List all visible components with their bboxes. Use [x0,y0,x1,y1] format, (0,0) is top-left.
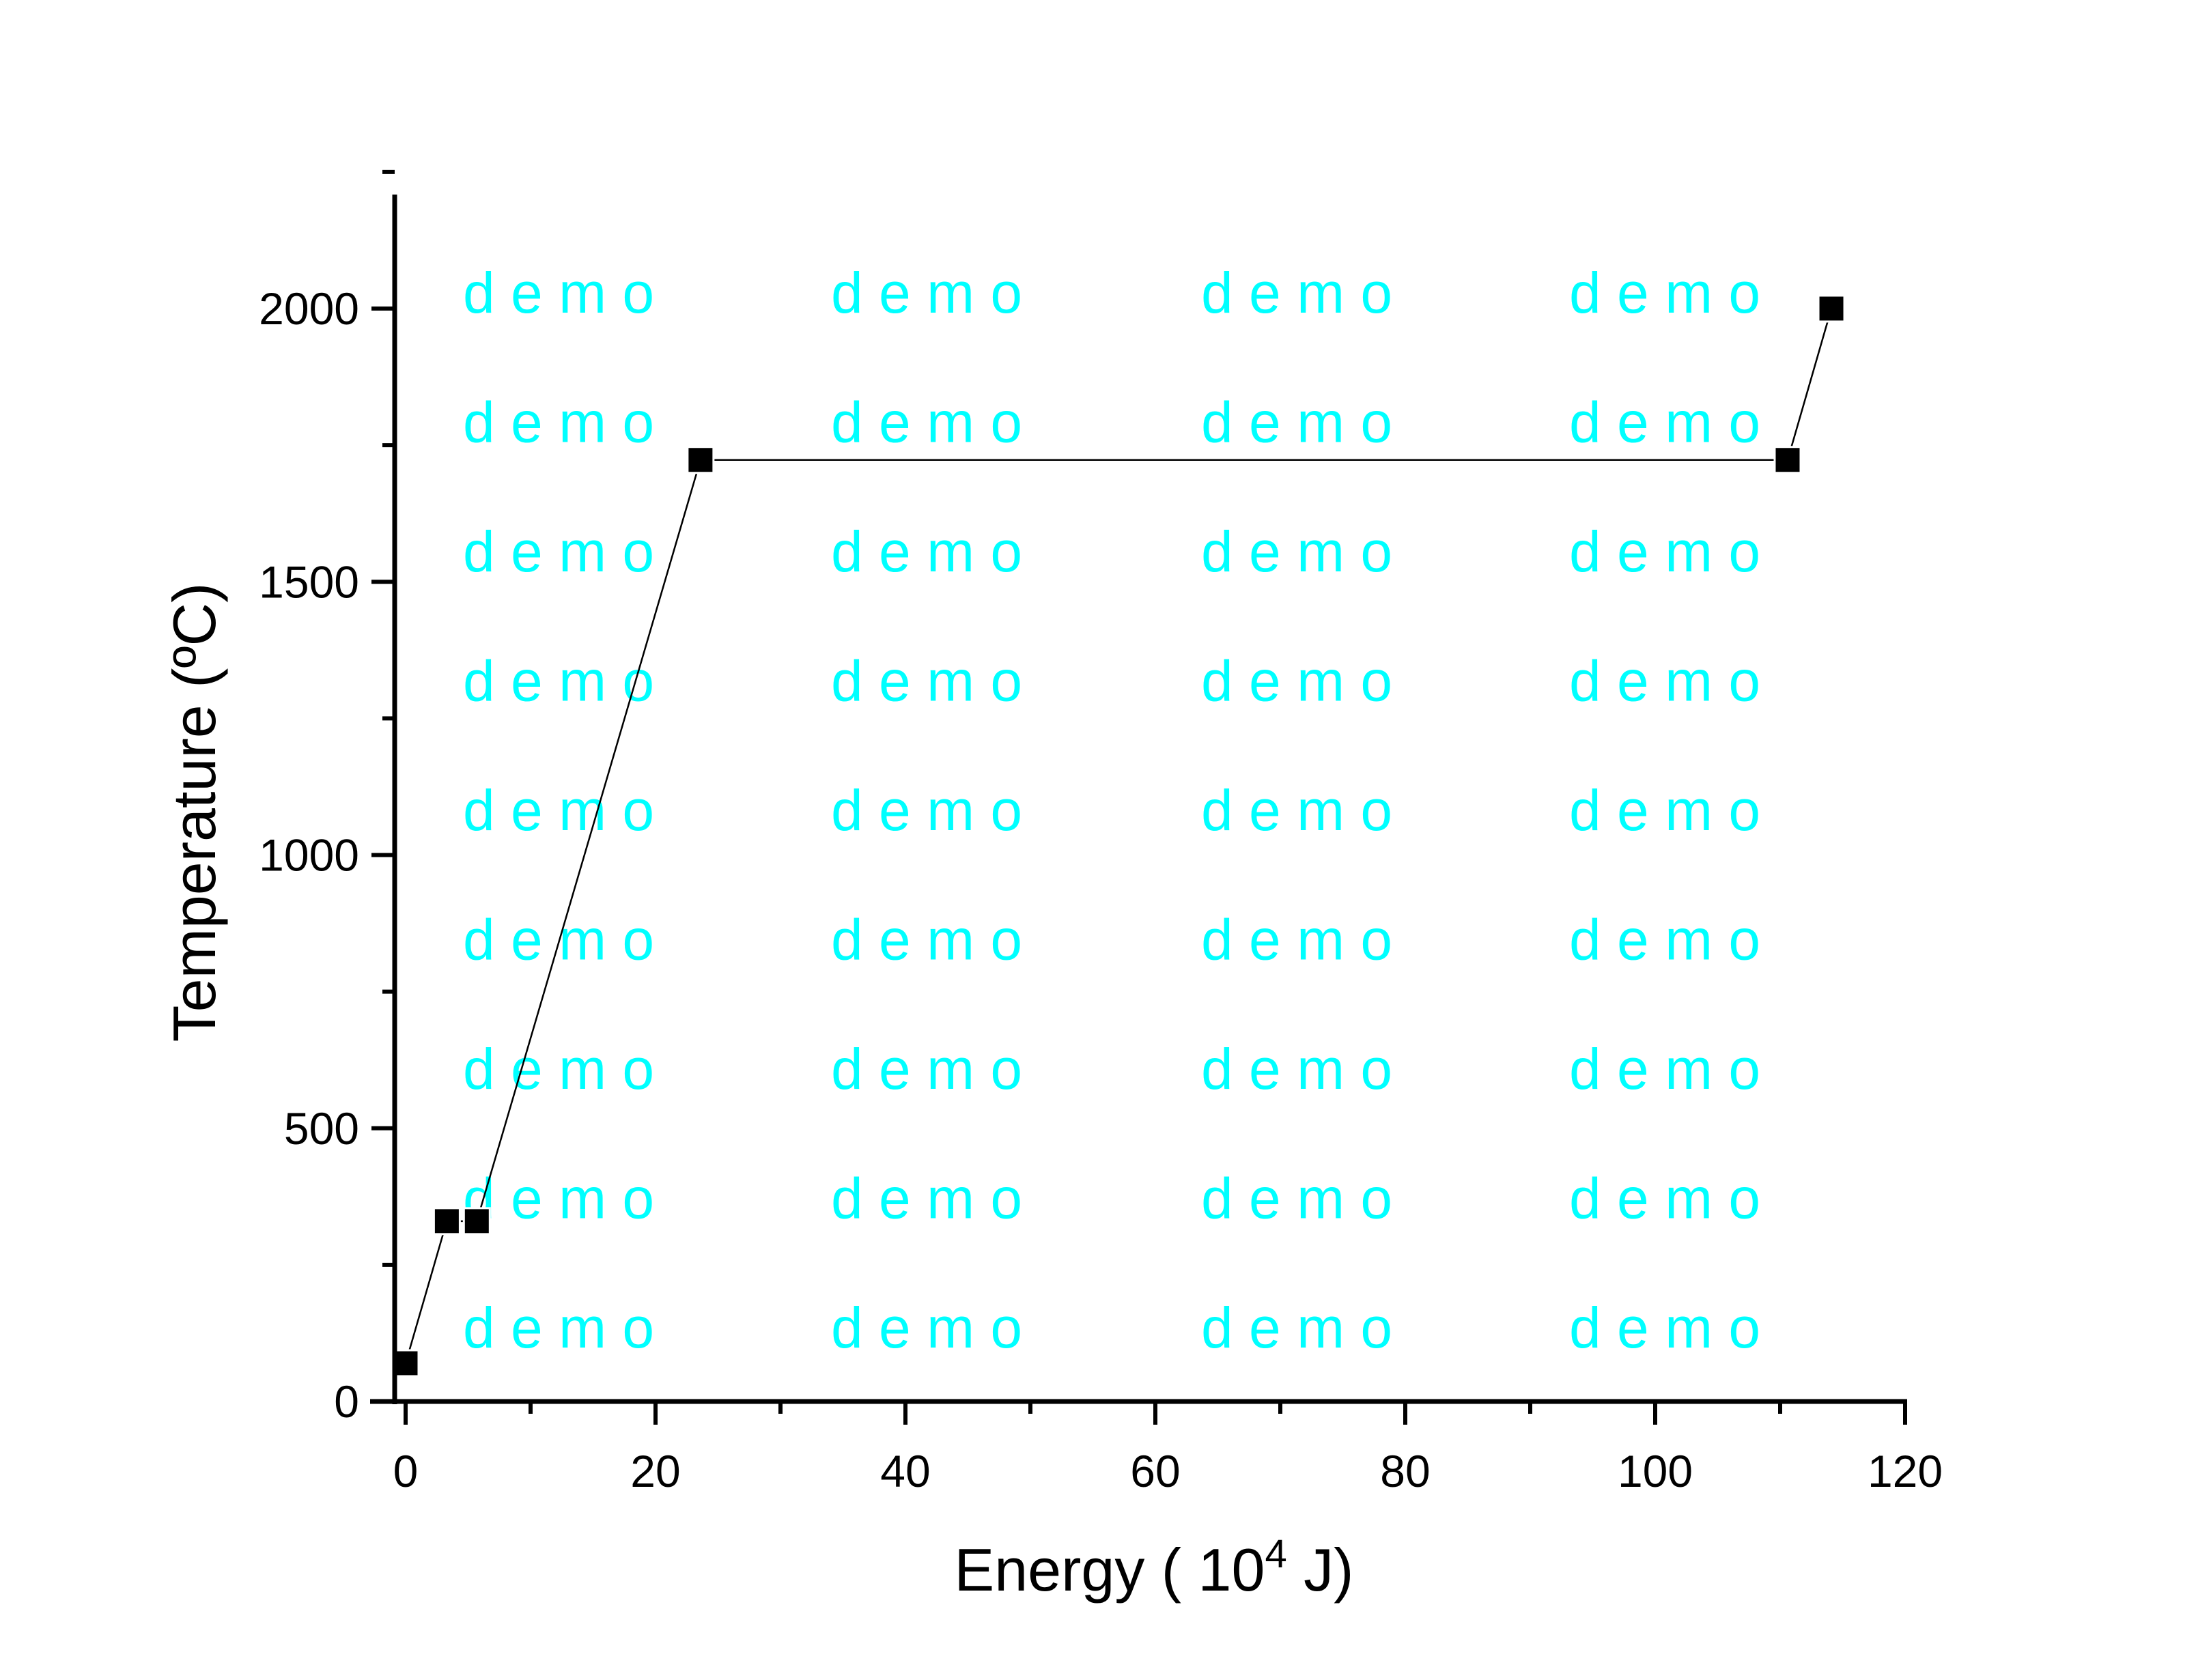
watermark-text: d e m o [1201,1037,1392,1101]
y-tick-label: 1000 [259,830,359,881]
watermark-text: d e m o [1201,261,1392,325]
x-axis-title-superscript: 4 [1265,1532,1286,1576]
watermark-layer: d e m o d e m o d e m o d e m o d e m o d e m… [463,261,1760,1360]
y-axis-title: Temperature (ºC) [160,583,228,1042]
watermark-text: d e m o [831,261,1022,325]
watermark-text: d e m o [1201,1167,1392,1231]
y-tick-label: 1500 [259,556,359,607]
watermark-text: d e m o [1201,908,1392,972]
y-tick-label: 0 [334,1376,359,1427]
watermark-text: d e m o [1569,778,1760,842]
watermark-text: d e m o [831,649,1022,713]
watermark-text: d e m o [1569,1167,1760,1231]
x-tick-label: 60 [1130,1446,1180,1496]
x-axis-title: Energy ( 104 J) [955,1532,1354,1604]
watermark-text: d e m o [1569,261,1760,325]
watermark-text: d e m o [831,390,1022,455]
watermark-text: d e m o [1201,778,1392,842]
x-tick-label: 120 [1868,1446,1943,1496]
watermark-text: d e m o [1569,649,1760,713]
y-tick-label: 500 [284,1103,359,1154]
watermark-text: d e m o [831,778,1022,842]
watermark-text: d e m o [1569,908,1760,972]
data-point-marker [462,1207,491,1236]
watermark-text: d e m o [831,908,1022,972]
watermark-text: d e m o [463,649,654,713]
watermark-text: d e m o [1201,390,1392,455]
watermark-text: d e m o [463,778,654,842]
series-layer [391,294,1846,1378]
data-point-marker [1817,294,1846,323]
x-tick-label: 80 [1380,1446,1430,1496]
x-axis-title-suffix: J) [1287,1536,1354,1604]
watermark-text: d e m o [463,1167,654,1231]
x-tick-label: 20 [630,1446,680,1496]
watermark-text: d e m o [463,1037,654,1101]
watermark-text: d e m o [1201,519,1392,584]
watermark-text: d e m o [463,519,654,584]
watermark-text: d e m o [463,261,654,325]
watermark-text: d e m o [831,1037,1022,1101]
watermark-text: d e m o [831,1296,1022,1360]
watermark-text: d e m o [831,519,1022,584]
x-axis-title-main: Energy ( 10 [955,1536,1265,1604]
watermark-text: d e m o [1569,1296,1760,1360]
data-point-marker [432,1207,461,1236]
watermark-text: d e m o [1569,519,1760,584]
data-point-marker [686,446,715,474]
x-tick-label: 40 [880,1446,930,1496]
watermark-text: d e m o [463,1296,654,1360]
watermark-text: d e m o [463,390,654,455]
watermark-text: d e m o [463,908,654,972]
watermark-text: d e m o [831,1167,1022,1231]
x-tick-label: 0 [393,1446,419,1496]
x-tick-label: 100 [1618,1446,1693,1496]
axes: 0 20 40 60 80 100 120 0 500 1000 1500 2000 [259,169,1943,1496]
watermark-text: d e m o [1569,1037,1760,1101]
y-tick-label: 2000 [259,283,359,334]
watermark-text: d e m o [1569,390,1760,455]
data-point-marker [1773,446,1802,474]
series-line [404,308,1833,1364]
watermark-text: d e m o [1201,1296,1392,1360]
watermark-text: d e m o [1201,649,1392,713]
